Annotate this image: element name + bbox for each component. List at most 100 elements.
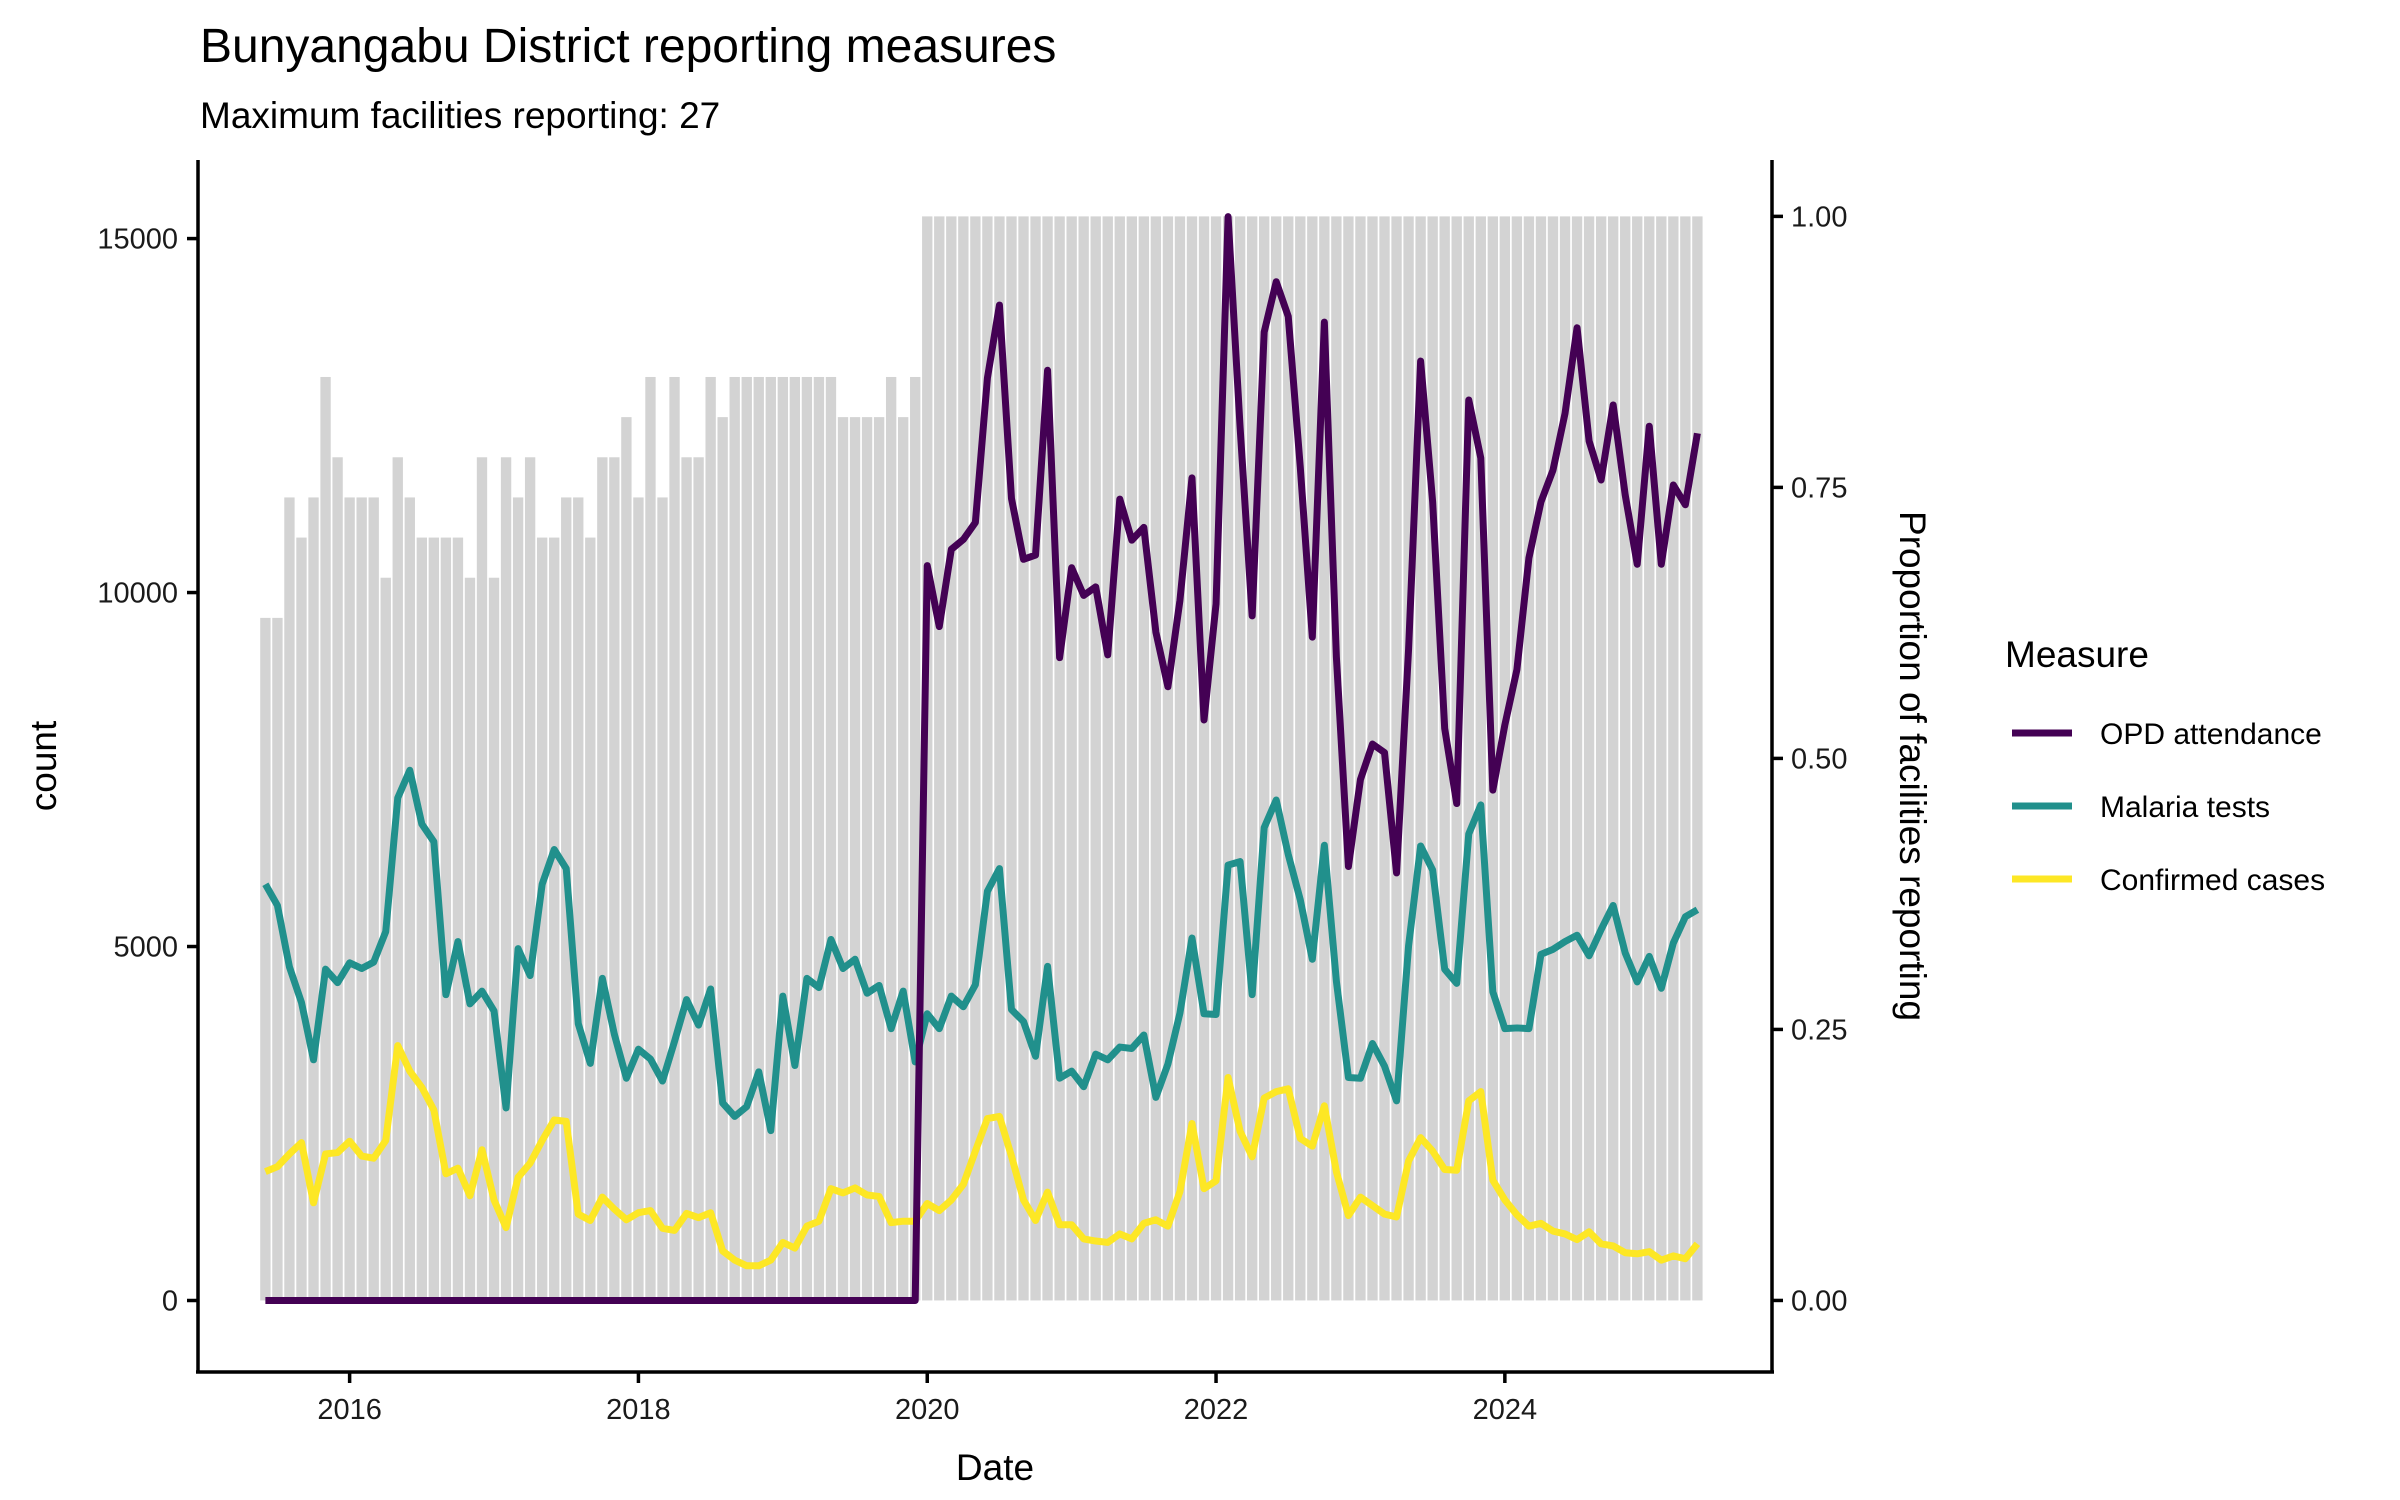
reporting-bar	[1102, 216, 1113, 1301]
reporting-bar	[898, 417, 909, 1301]
x-tick-label: 2024	[1473, 1394, 1538, 1426]
reporting-bar	[308, 497, 319, 1301]
reporting-bar	[946, 216, 957, 1301]
reporting-bar	[524, 457, 536, 1301]
legend: Measure OPD attendance Malaria tests Con…	[2005, 634, 2325, 897]
reporting-bar	[428, 537, 440, 1301]
reporting-bar	[1620, 216, 1631, 1301]
reporting-bar	[1295, 216, 1306, 1301]
reporting-bar	[1198, 216, 1210, 1301]
reporting-bar	[1692, 216, 1703, 1301]
reporting-bar	[1427, 216, 1438, 1301]
reporting-bar	[1186, 216, 1198, 1301]
reporting-bar	[1644, 216, 1655, 1301]
x-axis-title: Date	[956, 1447, 1034, 1488]
reporting-bar	[1259, 216, 1270, 1301]
reporting-bar	[1583, 216, 1595, 1301]
legend-label-malaria: Malaria tests	[2100, 791, 2270, 824]
reporting-bar	[717, 417, 728, 1301]
reporting-bar	[849, 417, 861, 1301]
reporting-bar	[1343, 216, 1354, 1301]
x-tick-label: 2020	[895, 1394, 960, 1426]
reporting-bar	[741, 376, 752, 1301]
x-tick-label: 2016	[317, 1394, 382, 1426]
reporting-bar	[1234, 216, 1246, 1301]
reporting-bar	[1307, 216, 1318, 1301]
reporting-bar	[1319, 216, 1330, 1301]
reporting-bar	[1331, 216, 1342, 1301]
reporting-bar	[272, 617, 283, 1301]
reporting-bar	[789, 376, 801, 1301]
y-tick-label: 15000	[97, 224, 178, 256]
legend-item-opd: OPD attendance	[2012, 718, 2322, 751]
reporting-bar	[1138, 216, 1150, 1301]
reporting-bar	[1090, 216, 1101, 1301]
reporting-bar	[1367, 216, 1378, 1301]
reporting-bar	[1030, 216, 1041, 1301]
legend-label-confirmed: Confirmed cases	[2100, 864, 2325, 897]
legend-title: Measure	[2005, 634, 2149, 675]
reporting-bar	[1463, 216, 1474, 1301]
reporting-bar	[368, 497, 379, 1301]
reporting-bars	[260, 216, 1703, 1301]
y2-tick-label: 0.75	[1791, 472, 1847, 504]
reporting-bar	[1668, 216, 1679, 1301]
reporting-bar	[873, 417, 885, 1301]
reporting-bar	[1066, 216, 1077, 1301]
reporting-bar	[404, 497, 415, 1301]
y2-tick-label: 0.00	[1791, 1285, 1847, 1317]
reporting-bar	[1006, 216, 1017, 1301]
y-axis-title: count	[23, 720, 64, 811]
reporting-bar	[320, 376, 331, 1301]
legend-item-malaria: Malaria tests	[2012, 791, 2270, 824]
reporting-bar	[1150, 216, 1162, 1301]
y-axis-right-ticks: 0.00 0.25 0.50 0.75 1.00	[1772, 201, 1847, 1317]
reporting-bar	[1271, 216, 1282, 1301]
reporting-bar	[1595, 216, 1607, 1301]
reporting-bar	[609, 457, 620, 1301]
reporting-bar	[669, 376, 680, 1301]
reporting-bar	[1511, 216, 1523, 1301]
y-tick-label: 5000	[113, 932, 178, 964]
y2-axis-title: Proportion of facilities reporting	[1892, 511, 1933, 1021]
reporting-bar	[621, 417, 632, 1301]
reporting-bar	[573, 497, 584, 1301]
reporting-bar	[837, 417, 849, 1301]
reporting-bar	[1114, 216, 1125, 1301]
reporting-bar	[765, 376, 776, 1301]
legend-label-opd: OPD attendance	[2100, 718, 2322, 751]
y-axis-left-ticks: 0 5000 10000 15000	[97, 224, 198, 1317]
reporting-bar	[693, 457, 704, 1301]
x-tick-label: 2018	[606, 1394, 671, 1426]
reporting-bar	[1391, 216, 1402, 1301]
reporting-bar	[344, 497, 355, 1301]
series-line-confirmed-cases	[264, 1042, 1701, 1270]
reporting-bar	[512, 497, 524, 1301]
reporting-bar	[633, 497, 644, 1301]
reporting-bar	[452, 537, 464, 1301]
reporting-bar	[488, 577, 500, 1301]
reporting-bar	[1162, 216, 1174, 1301]
y2-tick-label: 1.00	[1791, 201, 1847, 233]
reporting-bar	[1355, 216, 1366, 1301]
reporting-bar	[284, 497, 295, 1301]
reporting-bar	[958, 216, 969, 1301]
reporting-bar	[1415, 216, 1426, 1301]
reporting-bar	[1246, 216, 1258, 1301]
reporting-bar	[1126, 216, 1137, 1301]
reporting-bar	[1535, 216, 1547, 1301]
reporting-bar	[332, 457, 343, 1301]
reporting-bar	[1571, 216, 1583, 1301]
reporting-bar	[705, 376, 716, 1301]
legend-item-confirmed: Confirmed cases	[2012, 864, 2325, 897]
reporting-bar	[1559, 216, 1571, 1301]
x-tick-label: 2022	[1184, 1394, 1249, 1426]
reporting-bar	[657, 497, 668, 1301]
reporting-bar	[464, 577, 476, 1301]
reporting-bar	[416, 537, 427, 1301]
y-tick-label: 0	[162, 1285, 178, 1317]
reporting-bar	[645, 376, 656, 1301]
reporting-bar	[392, 457, 403, 1301]
reporting-bar	[440, 537, 452, 1301]
